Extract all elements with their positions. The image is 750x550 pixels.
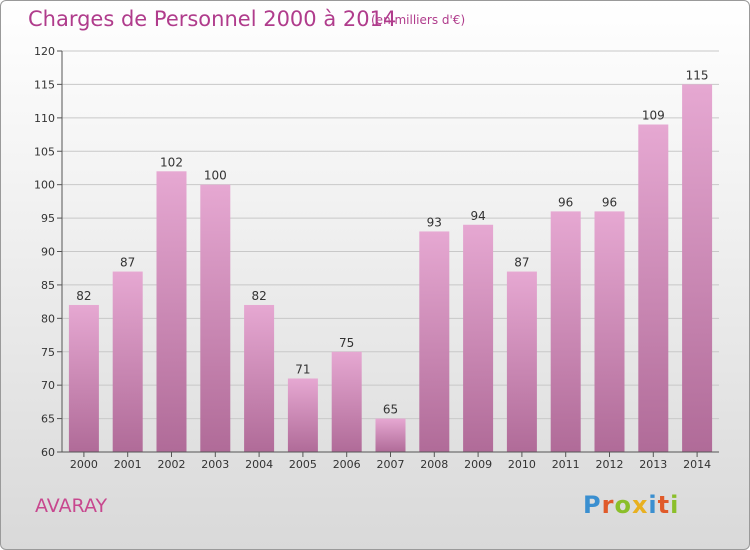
x-tick-label: 2009 bbox=[464, 458, 492, 471]
x-tick-label: 2003 bbox=[201, 458, 229, 471]
y-tick-label: 120 bbox=[34, 45, 55, 58]
y-tick-label: 75 bbox=[41, 346, 55, 359]
chart-title: Charges de Personnel 2000 à 2014 bbox=[28, 7, 397, 31]
x-tick-label: 2005 bbox=[289, 458, 317, 471]
y-tick-label: 90 bbox=[41, 246, 55, 259]
bar-value-label: 96 bbox=[558, 195, 573, 209]
y-tick-label: 110 bbox=[34, 112, 55, 125]
bar bbox=[68, 304, 99, 452]
x-tick-label: 2013 bbox=[639, 458, 667, 471]
bar-value-label: 87 bbox=[120, 256, 135, 270]
bar-value-label: 71 bbox=[295, 362, 310, 376]
x-tick-label: 2012 bbox=[596, 458, 624, 471]
x-tick-label: 2004 bbox=[245, 458, 273, 471]
y-tick-label: 115 bbox=[34, 78, 55, 91]
bar-value-label: 87 bbox=[514, 256, 529, 270]
y-tick-label: 100 bbox=[34, 179, 55, 192]
bar-value-label: 96 bbox=[602, 195, 617, 209]
bar-value-label: 82 bbox=[76, 289, 91, 303]
bar-value-label: 75 bbox=[339, 336, 354, 350]
bar bbox=[463, 224, 494, 452]
x-tick-label: 2014 bbox=[683, 458, 711, 471]
location-name: AVARAY bbox=[35, 495, 108, 517]
x-tick-label: 2000 bbox=[70, 458, 98, 471]
y-tick-label: 80 bbox=[41, 312, 55, 325]
bar bbox=[638, 124, 669, 453]
chart-unit: (en milliers d'€) bbox=[371, 13, 466, 27]
bar bbox=[682, 84, 713, 453]
x-tick-label: 2010 bbox=[508, 458, 536, 471]
bar bbox=[594, 211, 625, 452]
y-tick-label: 70 bbox=[41, 379, 55, 392]
y-tick-label: 95 bbox=[41, 212, 55, 225]
bar bbox=[287, 378, 318, 452]
x-tick-label: 2006 bbox=[333, 458, 361, 471]
bar bbox=[419, 231, 450, 452]
bar-value-label: 93 bbox=[427, 215, 442, 229]
bar bbox=[244, 304, 275, 452]
bar bbox=[112, 271, 143, 452]
bar bbox=[156, 171, 187, 453]
y-tick-label: 85 bbox=[41, 279, 55, 292]
bar bbox=[550, 211, 581, 452]
x-tick-label: 2011 bbox=[552, 458, 580, 471]
bar-value-label: 65 bbox=[383, 403, 398, 417]
bar-value-label: 109 bbox=[642, 109, 665, 123]
y-tick-label: 105 bbox=[34, 145, 55, 158]
bar bbox=[200, 184, 231, 452]
bar-value-label: 94 bbox=[470, 209, 485, 223]
proxiti-logo: Proxiti bbox=[583, 491, 680, 519]
x-tick-label: 2001 bbox=[114, 458, 142, 471]
bar-value-label: 100 bbox=[204, 169, 227, 183]
x-tick-label: 2007 bbox=[377, 458, 405, 471]
bar-value-label: 115 bbox=[686, 68, 709, 82]
bar-value-label: 102 bbox=[160, 155, 183, 169]
bar-value-label: 82 bbox=[251, 289, 266, 303]
y-tick-label: 60 bbox=[41, 446, 55, 459]
bar bbox=[331, 351, 362, 452]
bar bbox=[375, 418, 406, 452]
y-tick-label: 65 bbox=[41, 413, 55, 426]
x-tick-label: 2002 bbox=[158, 458, 186, 471]
bar bbox=[506, 271, 537, 452]
x-tick-label: 2008 bbox=[420, 458, 448, 471]
